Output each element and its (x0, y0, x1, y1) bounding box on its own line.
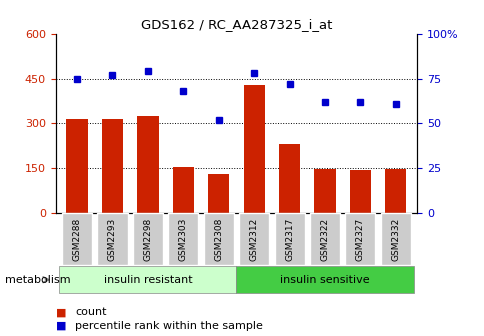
Text: GSM2332: GSM2332 (391, 218, 399, 261)
Bar (102, 119, 123, 213)
Bar (278, 144, 300, 213)
Bar (239, 213, 269, 265)
Bar (172, 167, 194, 213)
Bar (59, 266, 236, 293)
Bar (208, 174, 229, 213)
Text: ■: ■ (56, 321, 66, 331)
Bar (62, 213, 92, 265)
Bar (274, 213, 304, 265)
Bar (243, 85, 264, 213)
Title: GDS162 / RC_AA287325_i_at: GDS162 / RC_AA287325_i_at (140, 18, 332, 31)
Text: metabolism: metabolism (5, 275, 70, 285)
Text: percentile rank within the sample: percentile rank within the sample (75, 321, 262, 331)
Bar (349, 170, 370, 213)
Text: GSM2322: GSM2322 (320, 218, 329, 261)
Bar (203, 213, 233, 265)
Text: GSM2312: GSM2312 (249, 218, 258, 261)
Bar (309, 213, 339, 265)
Text: insulin sensitive: insulin sensitive (280, 275, 369, 285)
Text: GSM2288: GSM2288 (73, 218, 81, 261)
Bar (314, 169, 335, 213)
Bar (133, 213, 163, 265)
Text: GSM2303: GSM2303 (179, 218, 187, 261)
Bar (66, 119, 88, 213)
Text: GSM2308: GSM2308 (214, 218, 223, 261)
Bar (236, 266, 413, 293)
Bar (380, 213, 410, 265)
Text: insulin resistant: insulin resistant (104, 275, 192, 285)
Bar (168, 213, 198, 265)
Bar (345, 213, 375, 265)
Bar (137, 116, 158, 213)
Text: GSM2327: GSM2327 (355, 218, 364, 261)
Bar (384, 169, 406, 213)
Bar (97, 213, 127, 265)
Text: GSM2317: GSM2317 (285, 218, 293, 261)
Text: GSM2293: GSM2293 (108, 218, 117, 261)
Text: ■: ■ (56, 307, 66, 318)
Text: GSM2298: GSM2298 (143, 218, 152, 261)
Text: count: count (75, 307, 106, 318)
